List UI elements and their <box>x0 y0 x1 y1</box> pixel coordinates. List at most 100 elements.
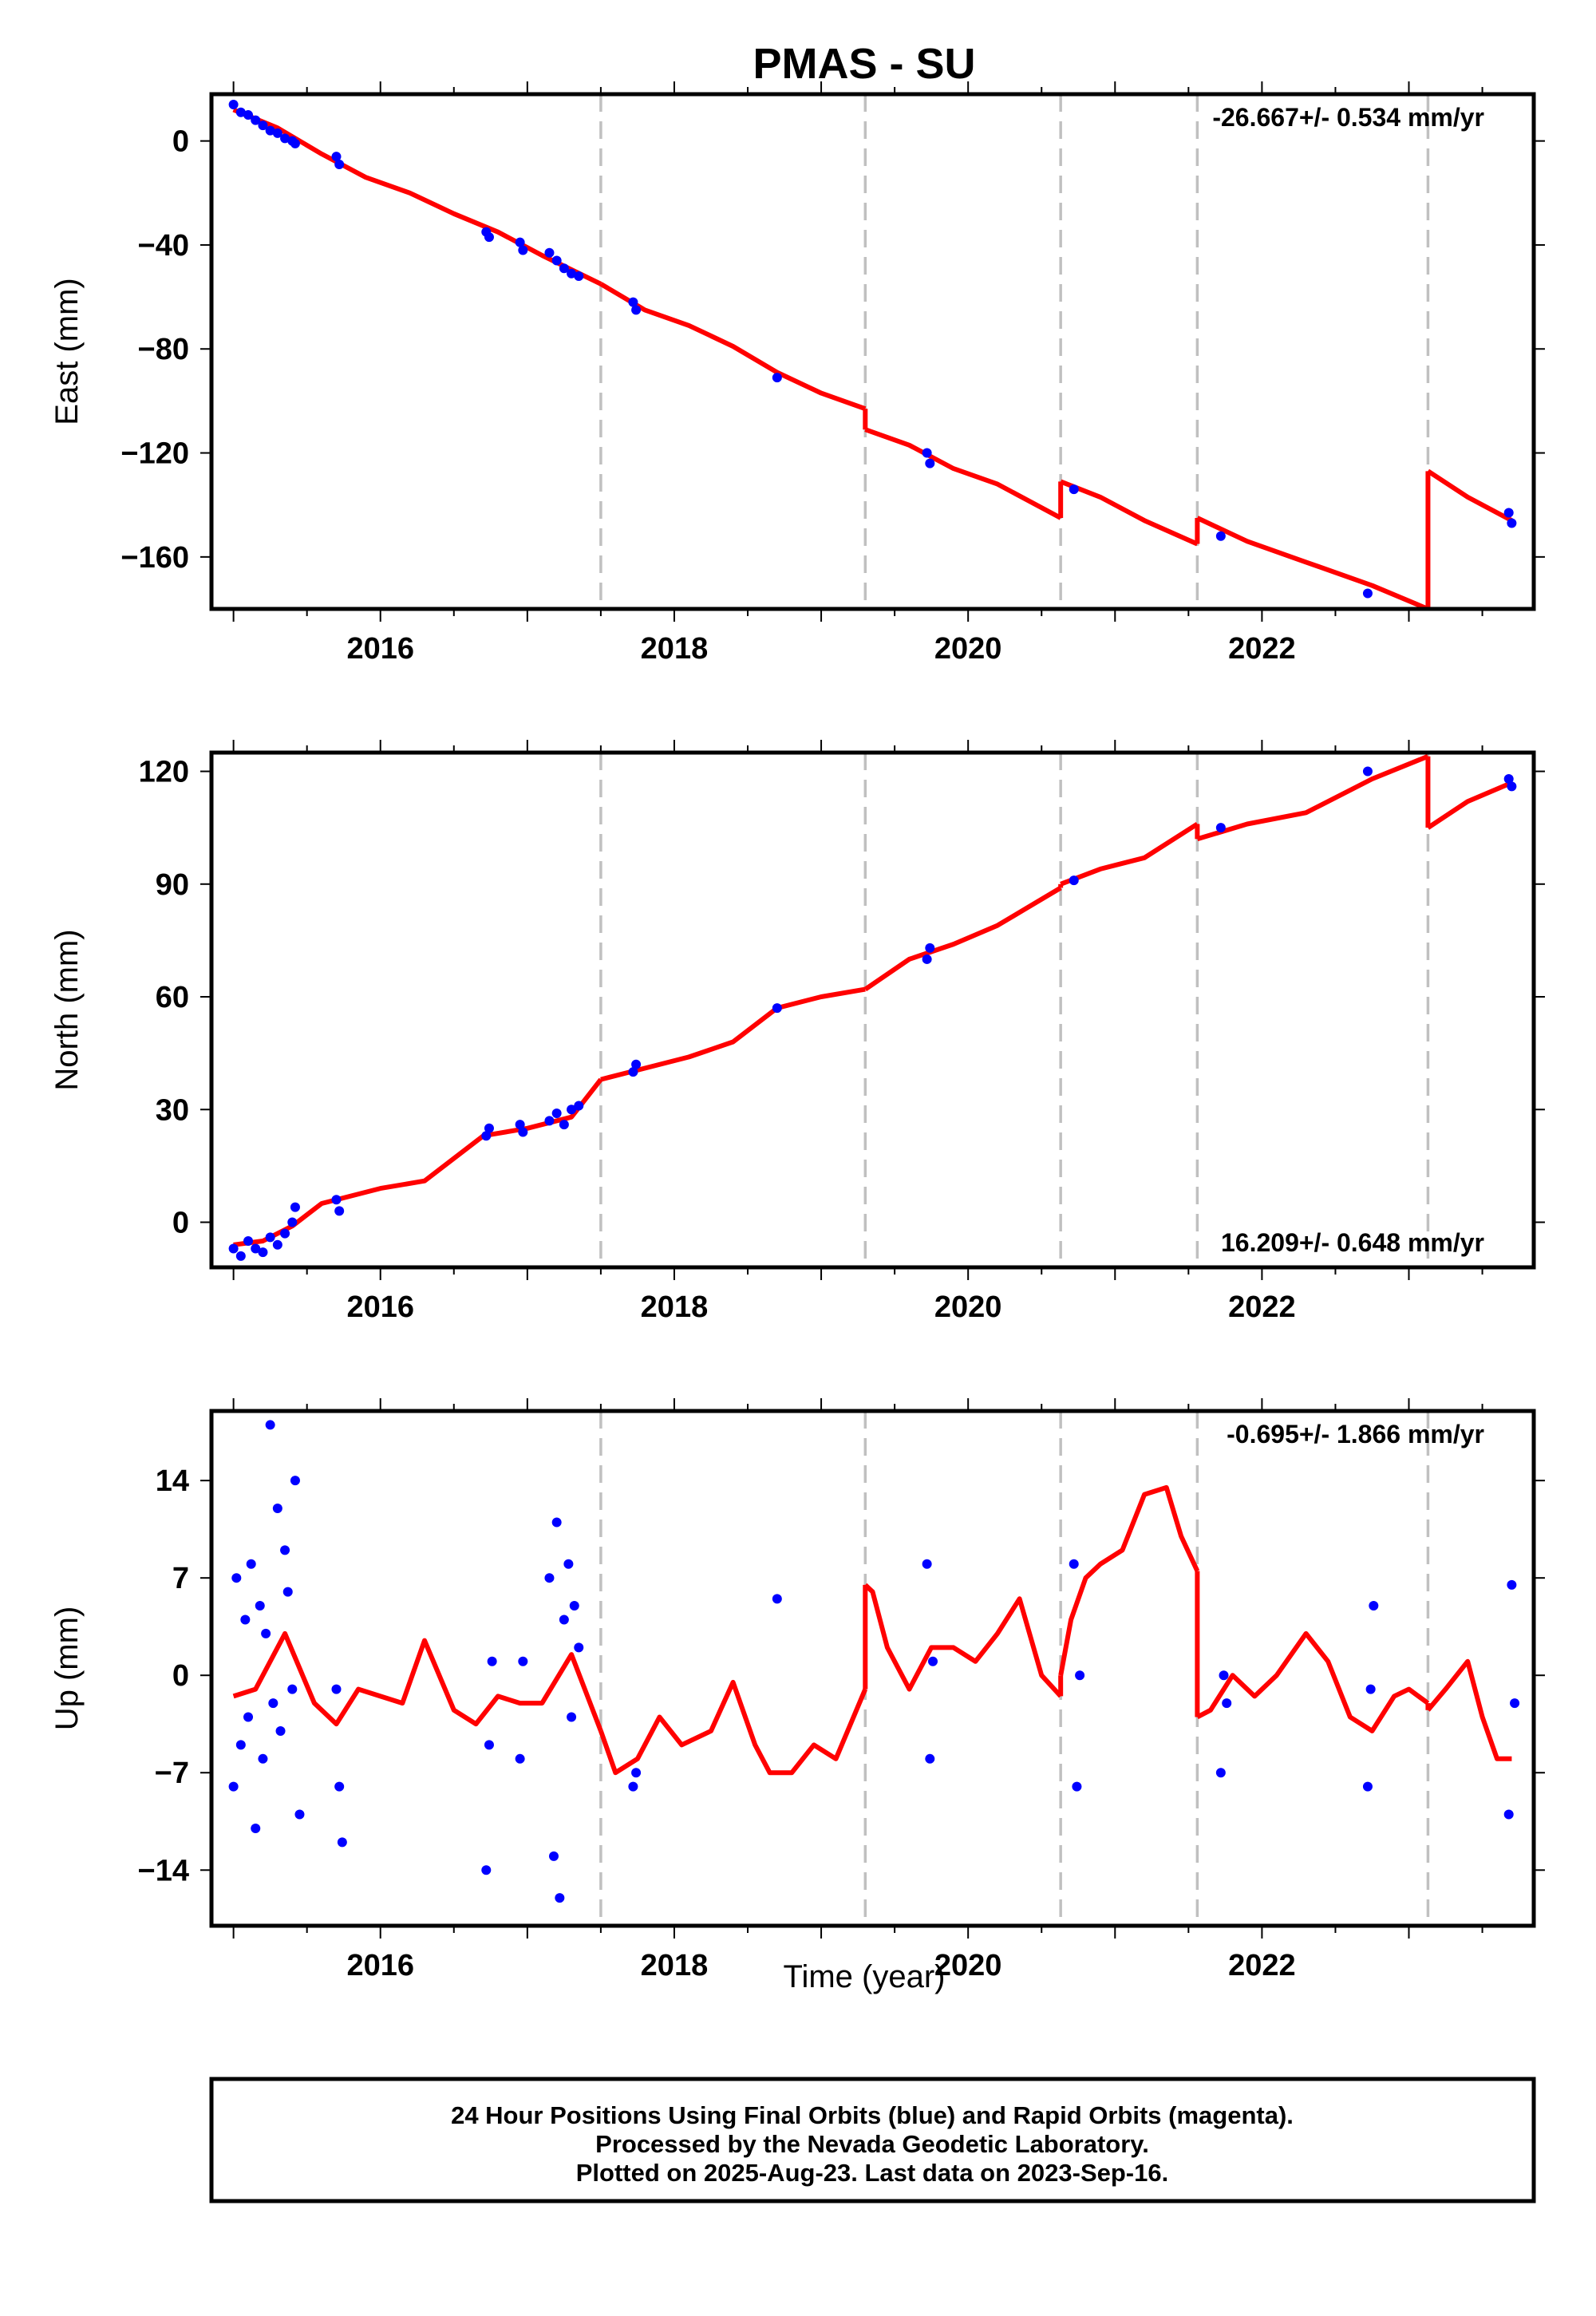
up-observation-point <box>631 1768 642 1778</box>
north-panel: 0 30 60 90 120 2016 2018 2020 2022 North (mm) 16.2… <box>49 740 1545 1324</box>
up-ytick-label: 14 <box>156 1464 189 1498</box>
up-observation-point <box>246 1559 256 1569</box>
east-model-segment-2 <box>864 427 1062 520</box>
east-ytick-label: −80 <box>138 333 189 366</box>
north-plot-frame <box>209 750 1536 1270</box>
up-model-segment-1 <box>598 1679 868 1776</box>
east-observation-point <box>518 245 528 255</box>
up-rate-label: -0.695+/- 1.866 mm/yr <box>1227 1420 1484 1448</box>
north-observation-point <box>228 1243 239 1254</box>
north-xtick-label: 2022 <box>1228 1290 1296 1324</box>
east-y-axis-label: East (mm) <box>49 278 85 425</box>
east-observation-point <box>925 458 935 468</box>
east-observation-point <box>1069 484 1079 495</box>
east-observation-point <box>228 100 239 110</box>
footer-frame <box>209 2077 1536 2203</box>
up-observation-point <box>484 1740 494 1750</box>
east-ytick-label: −160 <box>120 541 189 575</box>
north-observation-point <box>515 1120 525 1130</box>
north-xtick-label: 2020 <box>934 1290 1002 1324</box>
east-observation-point <box>334 159 345 169</box>
up-ytick-label: 0 <box>172 1659 189 1693</box>
up-observation-point <box>1069 1559 1079 1569</box>
north-observation-point <box>1507 781 1517 792</box>
up-model-segment-5 <box>1426 1658 1512 1761</box>
east-model-segment-4 <box>1196 516 1429 609</box>
up-observation-point <box>481 1865 492 1875</box>
north-observation-point <box>772 1003 782 1014</box>
north-observation-point <box>544 1116 555 1126</box>
north-observation-point <box>1215 823 1226 833</box>
east-ytick-label: −40 <box>138 229 189 263</box>
north-observation-point <box>559 1120 569 1130</box>
footer-box: 24 Hour Positions Using Final Orbits (bl… <box>209 2077 1536 2203</box>
up-observation-point <box>1365 1684 1376 1694</box>
up-observation-point <box>518 1656 528 1666</box>
north-observation-point <box>287 1217 298 1227</box>
north-xtick-label: 2018 <box>641 1290 709 1324</box>
up-observation-point <box>272 1504 282 1514</box>
up-observation-point <box>1362 1781 1373 1792</box>
up-ytick-label: −14 <box>138 1854 189 1887</box>
up-observation-point <box>922 1559 932 1569</box>
north-model-segment-2 <box>863 885 1062 992</box>
up-xtick-label: 2022 <box>1228 1949 1296 1982</box>
footer-line-2: Processed by the Nevada Geodetic Laborat… <box>595 2130 1149 2158</box>
east-observation-point <box>280 133 290 144</box>
east-observation-point <box>258 121 268 131</box>
east-observation-point <box>574 271 584 282</box>
east-observation-point <box>551 255 562 266</box>
east-panel: 0 −40 −80 −120 −160 2016 2018 2020 2022 East (mm)… <box>49 81 1545 666</box>
up-observation-point <box>251 1823 261 1833</box>
up-panel: 14 7 0 −7 −14 2016 2018 2020 2022 Up (mm) -0.695+/… <box>49 1398 1545 1982</box>
x-axis-label: Time (year) <box>784 1959 946 1994</box>
up-observation-point <box>294 1809 305 1820</box>
east-xtick-label: 2022 <box>1228 632 1296 666</box>
up-observation-point <box>544 1573 555 1583</box>
north-ytick-label: 60 <box>156 981 189 1014</box>
up-y-axis-label: Up (mm) <box>49 1607 85 1731</box>
east-observation-point <box>251 115 261 125</box>
north-observation-point <box>518 1127 528 1137</box>
north-observation-point <box>243 1236 254 1247</box>
east-observation-point <box>331 152 342 162</box>
east-observation-point <box>243 110 254 121</box>
east-xtick-label: 2020 <box>934 632 1002 666</box>
east-plot-frame <box>209 92 1536 611</box>
up-observation-point <box>268 1698 279 1709</box>
up-observation-point <box>563 1559 574 1569</box>
north-observation-point <box>631 1059 642 1069</box>
up-observation-point <box>634 1935 644 1944</box>
north-model-segment-5 <box>1426 780 1513 830</box>
east-rate-label: -26.667+/- 0.534 mm/yr <box>1212 103 1484 132</box>
north-observation-point <box>922 954 932 964</box>
up-observation-point <box>925 1753 935 1764</box>
east-observation-point <box>515 237 525 247</box>
chart-title: PMAS - SU <box>753 40 975 88</box>
footer-line-1: 24 Hour Positions Using Final Orbits (bl… <box>451 2101 1294 2129</box>
up-observation-point <box>551 1517 562 1528</box>
up-model-segment-2 <box>863 1583 1063 1698</box>
up-observation-point <box>243 1712 254 1722</box>
east-observation-point <box>559 263 569 274</box>
east-observation-point <box>631 305 642 315</box>
north-observation-point <box>628 1067 638 1077</box>
up-observation-point <box>337 1837 347 1848</box>
up-observation-point <box>1072 1781 1082 1792</box>
up-xtick-label: 2018 <box>641 1949 709 1982</box>
north-observation-point <box>484 1123 494 1133</box>
north-observation-point <box>251 1243 261 1254</box>
up-observation-point <box>1503 1809 1514 1820</box>
east-observation-point <box>567 268 577 279</box>
up-xtick-label: 2016 <box>346 1949 414 1982</box>
east-observation-point <box>544 247 555 258</box>
up-observation-point <box>280 1545 290 1555</box>
north-observation-point <box>272 1239 282 1250</box>
east-observation-point <box>628 297 638 307</box>
up-observation-point <box>231 1573 242 1583</box>
east-observation-point <box>290 138 300 148</box>
up-observation-point <box>240 1614 251 1625</box>
east-ytick-label: −120 <box>120 437 189 471</box>
up-observation-point <box>1075 1670 1085 1681</box>
